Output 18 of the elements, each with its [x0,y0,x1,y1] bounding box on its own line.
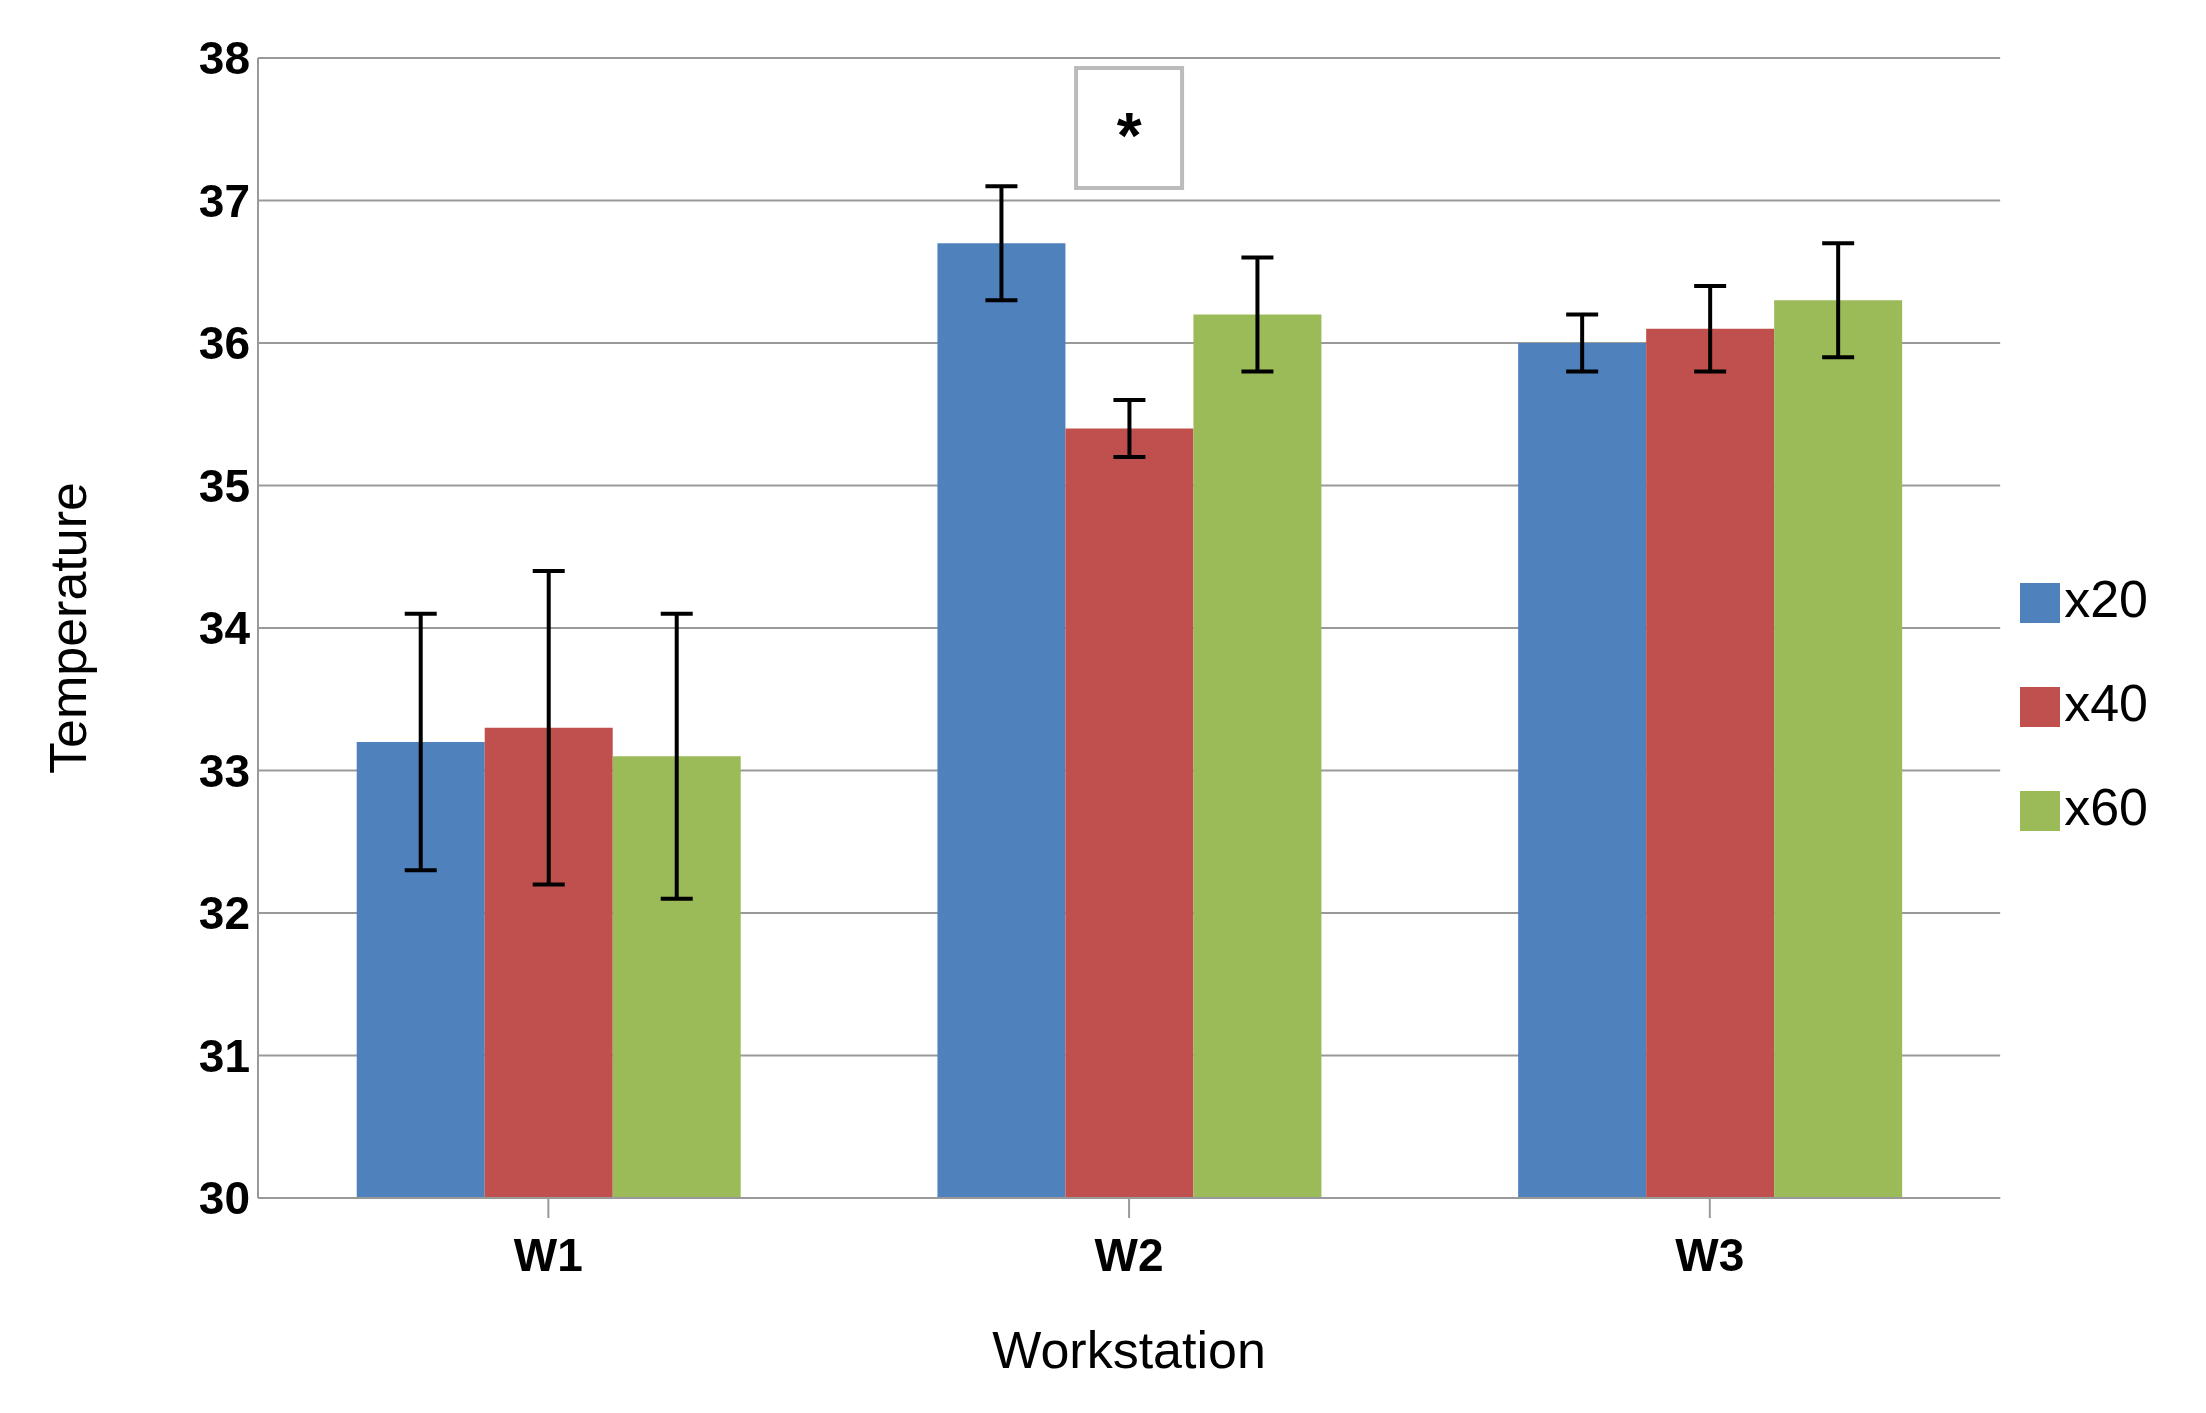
legend-label: x60 [2064,778,2148,836]
x-tick-label: W2 [1094,1228,1164,1281]
annotation: * [1116,100,1142,172]
y-tick-label: 35 [198,459,250,512]
y-tick-label: 37 [198,174,250,227]
legend-label: x40 [2064,674,2148,732]
y-axis-title: Temperature [39,482,98,774]
y-tick-label: 33 [198,744,250,797]
y-tick-label: 30 [198,1172,250,1225]
y-tick-label: 31 [198,1029,250,1082]
y-tick-label: 32 [198,887,250,940]
legend-label: x20 [2064,570,2148,628]
x-tick-label: W3 [1675,1228,1745,1281]
y-tick-label: 36 [198,317,250,370]
x-tick-label: W1 [513,1228,583,1281]
y-tick-label: 38 [198,32,250,85]
x-axis-title: Workstation [992,1321,1266,1379]
y-tick-label: 34 [198,602,251,655]
